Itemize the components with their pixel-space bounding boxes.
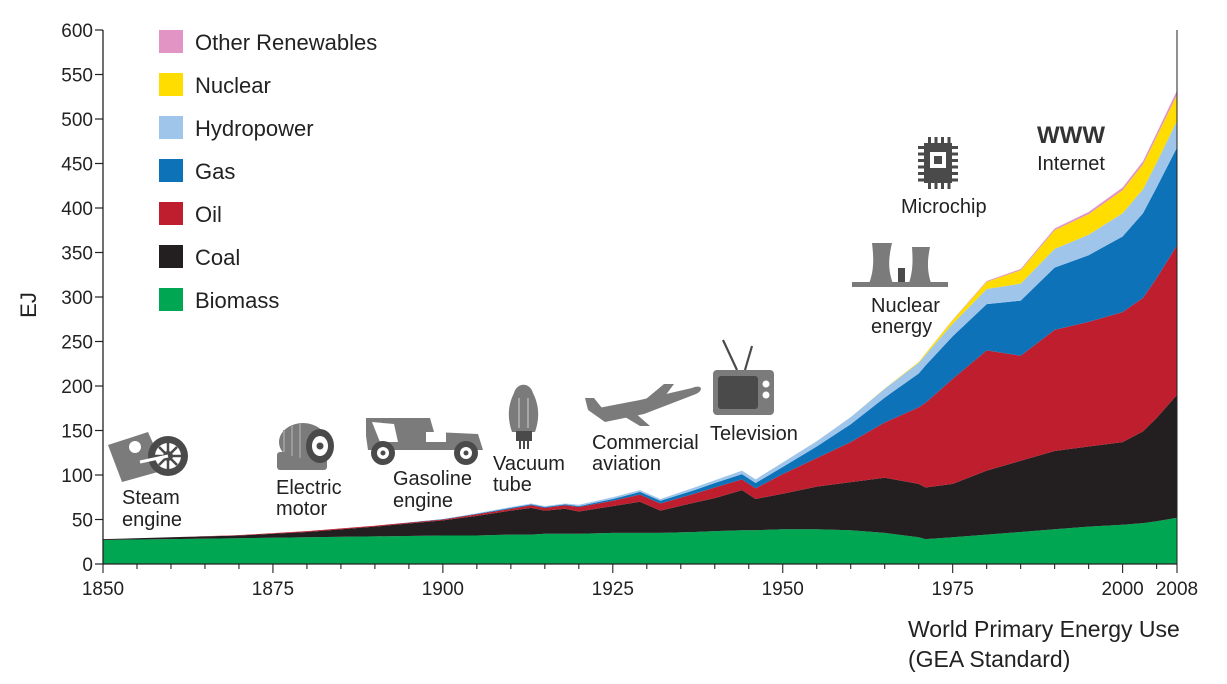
car-icon [366, 418, 483, 465]
legend-label-oil: Oil [195, 202, 222, 227]
annotation-internet: WWW Internet [1037, 122, 1105, 175]
annotation-label: energy [871, 316, 932, 338]
legend-swatch-oil [159, 202, 183, 225]
y-axis-title: EJ [16, 292, 41, 318]
legend-label-biomass: Biomass [195, 288, 279, 313]
legend-label-nuclear: Nuclear [195, 73, 271, 98]
airplane-icon [585, 384, 701, 426]
annotation-microchip: Microchip [901, 137, 987, 218]
y-tick-label: 250 [61, 333, 93, 354]
annotation-label: engine [393, 490, 453, 512]
legend-swatch-other-renewables [159, 30, 183, 53]
caption-line-1: World Primary Energy Use [908, 616, 1180, 642]
y-tick-label: 100 [61, 466, 93, 487]
annotation-label: motor [276, 498, 327, 520]
annotation-label: Internet [1037, 153, 1105, 175]
y-tick-label: 400 [61, 199, 93, 220]
annotation-label: WWW [1037, 122, 1105, 149]
legend-label-gas: Gas [195, 159, 235, 184]
annotation-television: Television [710, 339, 798, 445]
legend-label-hydropower: Hydropower [195, 116, 314, 141]
annotation-label: Commercial [592, 432, 699, 454]
x-tick-label: 2008 [1156, 579, 1198, 600]
y-tick-label: 600 [61, 21, 93, 42]
area-oil [103, 245, 1177, 540]
annotations: SteamengineElectricmotorGasolineengineVa… [108, 122, 1105, 531]
y-tick-label: 500 [61, 110, 93, 131]
annotation-label: Electric [276, 477, 342, 499]
x-tick-label: 1925 [592, 579, 634, 600]
y-tick-label: 350 [61, 244, 93, 265]
y-tick-label: 150 [61, 422, 93, 443]
y-tick-label: 200 [61, 377, 93, 398]
annotation-label: Microchip [901, 196, 987, 218]
legend-swatch-nuclear [159, 73, 183, 96]
legend-label-other-renewables: Other Renewables [195, 30, 377, 55]
x-tick-label: 1875 [252, 579, 294, 600]
y-tick-label: 300 [61, 288, 93, 309]
electric-motor-icon [277, 423, 334, 470]
legend-swatch-gas [159, 159, 183, 182]
annotation-label: tube [493, 474, 532, 496]
x-tick-label: 1850 [82, 579, 124, 600]
steam-engine-icon [108, 432, 188, 482]
x-tick-label: 2000 [1101, 579, 1143, 600]
annotation-label: Vacuum [493, 453, 565, 475]
caption-line-2: (GEA Standard) [908, 646, 1071, 672]
y-tick-label: 450 [61, 155, 93, 176]
area-gas [103, 147, 1177, 540]
x-tick-label: 1975 [932, 579, 974, 600]
legend-swatch-hydropower [159, 116, 183, 139]
stacked-areas [103, 90, 1177, 564]
legend-swatch-coal [159, 245, 183, 268]
microchip-icon [918, 137, 958, 189]
legend-label-coal: Coal [195, 245, 240, 270]
legend-swatch-biomass [159, 288, 183, 311]
annotation-label: Television [710, 423, 798, 445]
vacuum-tube-icon [508, 384, 539, 449]
annotation-label: engine [122, 509, 182, 531]
y-tick-label: 50 [72, 511, 93, 532]
area-coal [103, 394, 1177, 540]
x-tick-label: 1900 [422, 579, 464, 600]
y-tick-label: 550 [61, 66, 93, 87]
y-tick-label: 0 [82, 555, 93, 576]
cooling-tower-icon [852, 243, 948, 287]
legend: Other Renewables Nuclear Hydropower Gas Oil C… [159, 30, 377, 313]
area-biomass [103, 517, 1177, 564]
annotation-label: Gasoline [393, 468, 472, 490]
axes: 0 50 100 150 200 250 300 350 400 450 500 550 600 1850… [16, 21, 1198, 600]
annotation-label: aviation [592, 453, 661, 475]
television-icon [713, 339, 774, 415]
x-tick-label: 1950 [762, 579, 804, 600]
annotation-label: Steam [122, 487, 180, 509]
chart-caption: World Primary Energy Use (GEA Standard) [908, 614, 1180, 674]
annotation-label: Nuclear [871, 295, 940, 317]
